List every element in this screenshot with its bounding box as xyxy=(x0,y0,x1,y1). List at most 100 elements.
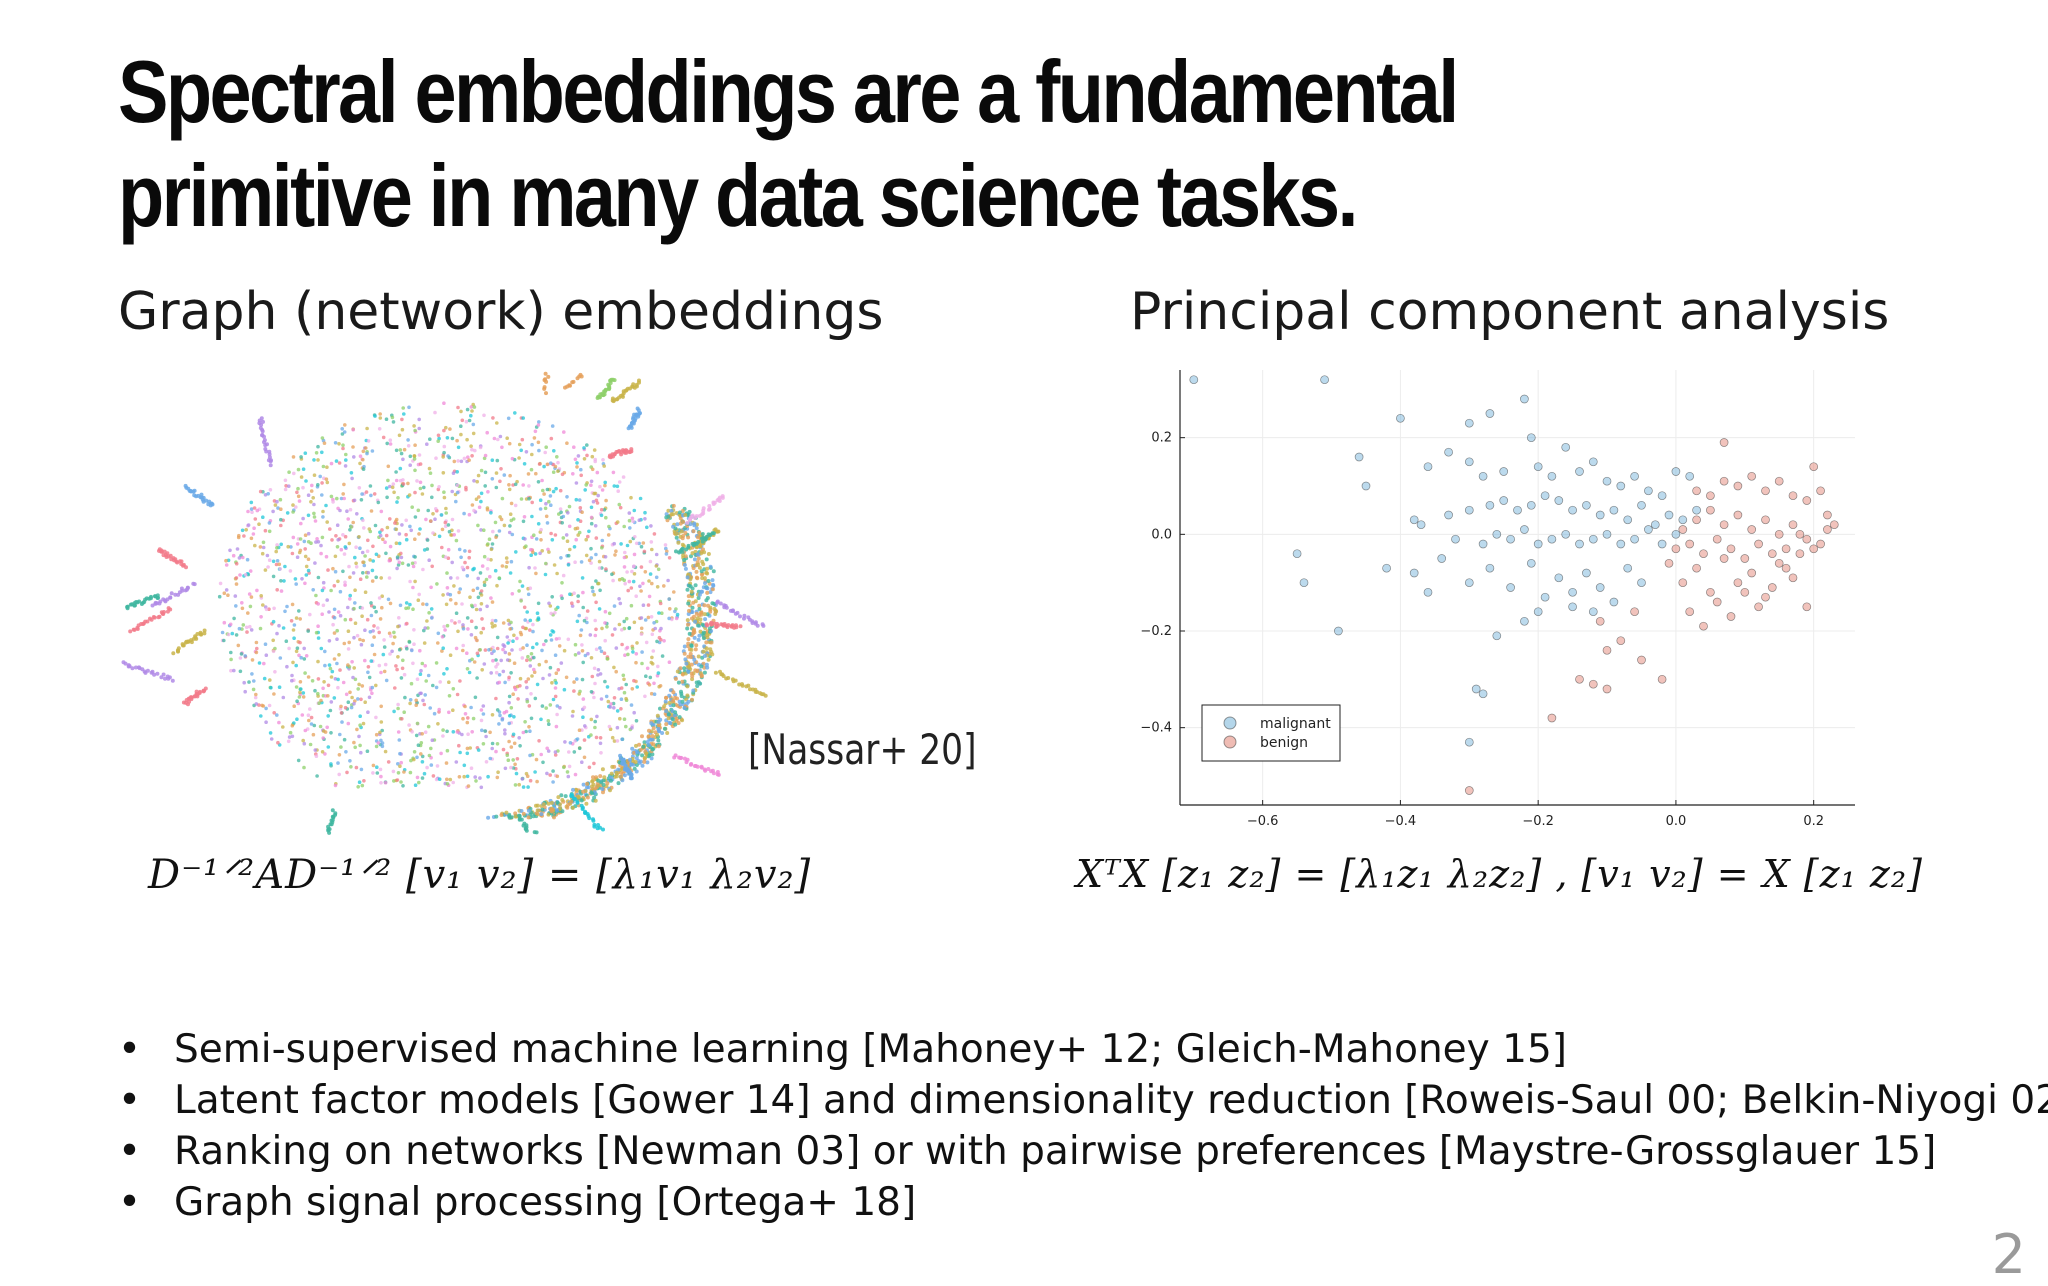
embedding-point xyxy=(301,467,306,471)
embedding-point xyxy=(371,544,375,549)
embedding-point xyxy=(542,385,547,390)
embedding-point xyxy=(275,588,279,592)
embedding-point xyxy=(406,563,411,567)
embedding-point xyxy=(460,565,465,570)
embedding-point xyxy=(342,430,347,434)
embedding-point xyxy=(594,627,598,632)
embedding-point xyxy=(497,529,502,533)
embedding-point xyxy=(250,510,254,514)
embedding-point xyxy=(401,784,405,788)
data-point xyxy=(1554,573,1564,583)
embedding-point xyxy=(330,669,335,674)
embedding-point xyxy=(673,526,678,531)
embedding-point xyxy=(358,577,363,581)
embedding-point xyxy=(455,483,460,487)
data-point xyxy=(1547,534,1557,544)
embedding-point xyxy=(170,678,175,683)
embedding-point xyxy=(521,811,526,816)
embedding-point xyxy=(400,417,404,422)
embedding-point xyxy=(434,777,439,782)
data-point xyxy=(1781,544,1791,554)
embedding-point xyxy=(320,612,324,616)
embedding-point xyxy=(436,722,440,726)
embedding-point xyxy=(480,668,485,672)
embedding-point xyxy=(650,655,654,660)
data-point xyxy=(1740,554,1750,563)
embedding-point xyxy=(594,552,598,557)
embedding-point xyxy=(543,450,547,455)
embedding-point xyxy=(169,557,174,562)
embedding-point xyxy=(553,750,558,754)
embedding-point xyxy=(454,499,458,504)
embedding-point xyxy=(334,534,338,538)
embedding-point xyxy=(611,578,615,583)
embedding-point xyxy=(615,709,620,713)
embedding-point xyxy=(353,699,357,703)
embedding-point xyxy=(471,431,476,436)
embedding-point xyxy=(697,565,702,570)
embedding-point xyxy=(469,405,474,409)
embedding-point xyxy=(444,511,449,515)
data-point xyxy=(1602,529,1612,539)
embedding-point xyxy=(303,547,307,551)
embedding-point xyxy=(408,524,412,529)
embedding-point xyxy=(478,445,483,450)
embedding-point xyxy=(687,665,692,670)
embedding-point xyxy=(224,563,229,567)
embedding-point xyxy=(465,574,470,578)
embedding-point xyxy=(487,648,491,652)
embedding-point xyxy=(240,528,245,533)
embedding-point xyxy=(584,537,588,542)
embedding-point xyxy=(620,642,624,647)
embedding-point xyxy=(685,626,690,631)
data-point xyxy=(1802,534,1812,544)
embedding-point xyxy=(401,482,406,486)
embedding-point xyxy=(679,689,683,694)
embedding-point xyxy=(503,731,507,736)
embedding-point xyxy=(327,610,331,614)
embedding-point xyxy=(306,629,310,633)
embedding-point xyxy=(533,770,537,774)
data-point xyxy=(1299,578,1309,588)
embedding-point xyxy=(603,555,608,559)
embedding-point xyxy=(278,567,282,571)
data-point xyxy=(1699,549,1708,559)
embedding-point xyxy=(466,716,470,720)
embedding-point xyxy=(297,695,302,699)
embedding-point xyxy=(668,607,672,611)
embedding-point xyxy=(622,717,627,721)
embedding-point xyxy=(689,671,694,676)
embedding-point xyxy=(592,824,597,829)
embedding-point xyxy=(339,711,344,715)
embedding-point xyxy=(513,503,518,508)
embedding-point xyxy=(710,587,715,592)
embedding-point xyxy=(393,686,397,690)
embedding-point xyxy=(271,649,276,654)
embedding-point xyxy=(285,511,290,515)
embedding-point xyxy=(639,616,644,620)
embedding-point xyxy=(616,781,621,786)
embedding-point xyxy=(374,683,378,688)
embedding-point xyxy=(622,677,626,682)
embedding-point xyxy=(520,656,525,660)
embedding-point xyxy=(319,646,324,651)
embedding-point xyxy=(275,559,280,563)
embedding-point xyxy=(460,418,465,423)
embedding-point xyxy=(376,500,381,505)
embedding-point xyxy=(448,653,453,657)
embedding-point xyxy=(643,510,647,515)
embedding-point xyxy=(501,643,506,647)
embedding-point xyxy=(513,814,518,819)
embedding-point xyxy=(624,724,628,729)
embedding-point xyxy=(378,533,383,538)
pca-heading: Principal component analysis xyxy=(1130,282,1890,342)
embedding-point xyxy=(532,667,536,672)
embedding-point xyxy=(311,496,315,500)
embedding-point xyxy=(585,609,590,613)
embedding-point xyxy=(396,730,401,734)
embedding-point xyxy=(507,739,511,744)
embedding-point xyxy=(343,705,348,710)
embedding-point xyxy=(391,420,396,424)
embedding-point xyxy=(566,774,571,779)
embedding-point xyxy=(507,652,512,656)
